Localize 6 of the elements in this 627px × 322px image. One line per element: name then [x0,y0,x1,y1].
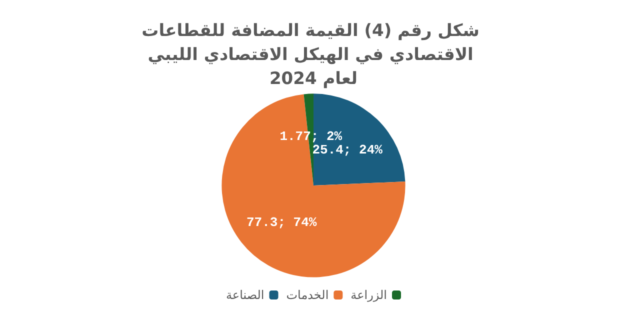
chart-title: شكل رقم (4) القيمة المضافة للقطاعات الاقتصادي في الهيكل الاقتصادي الليبي لعام 2024 [142,21,486,89]
data-label: 77.3; 74% [246,215,317,230]
data-label: 25.4; 24% [312,142,383,158]
legend-label: الصناعة [226,288,264,302]
legend-label: الزراعة [350,288,388,302]
legend-label: الخدمات [286,288,329,302]
